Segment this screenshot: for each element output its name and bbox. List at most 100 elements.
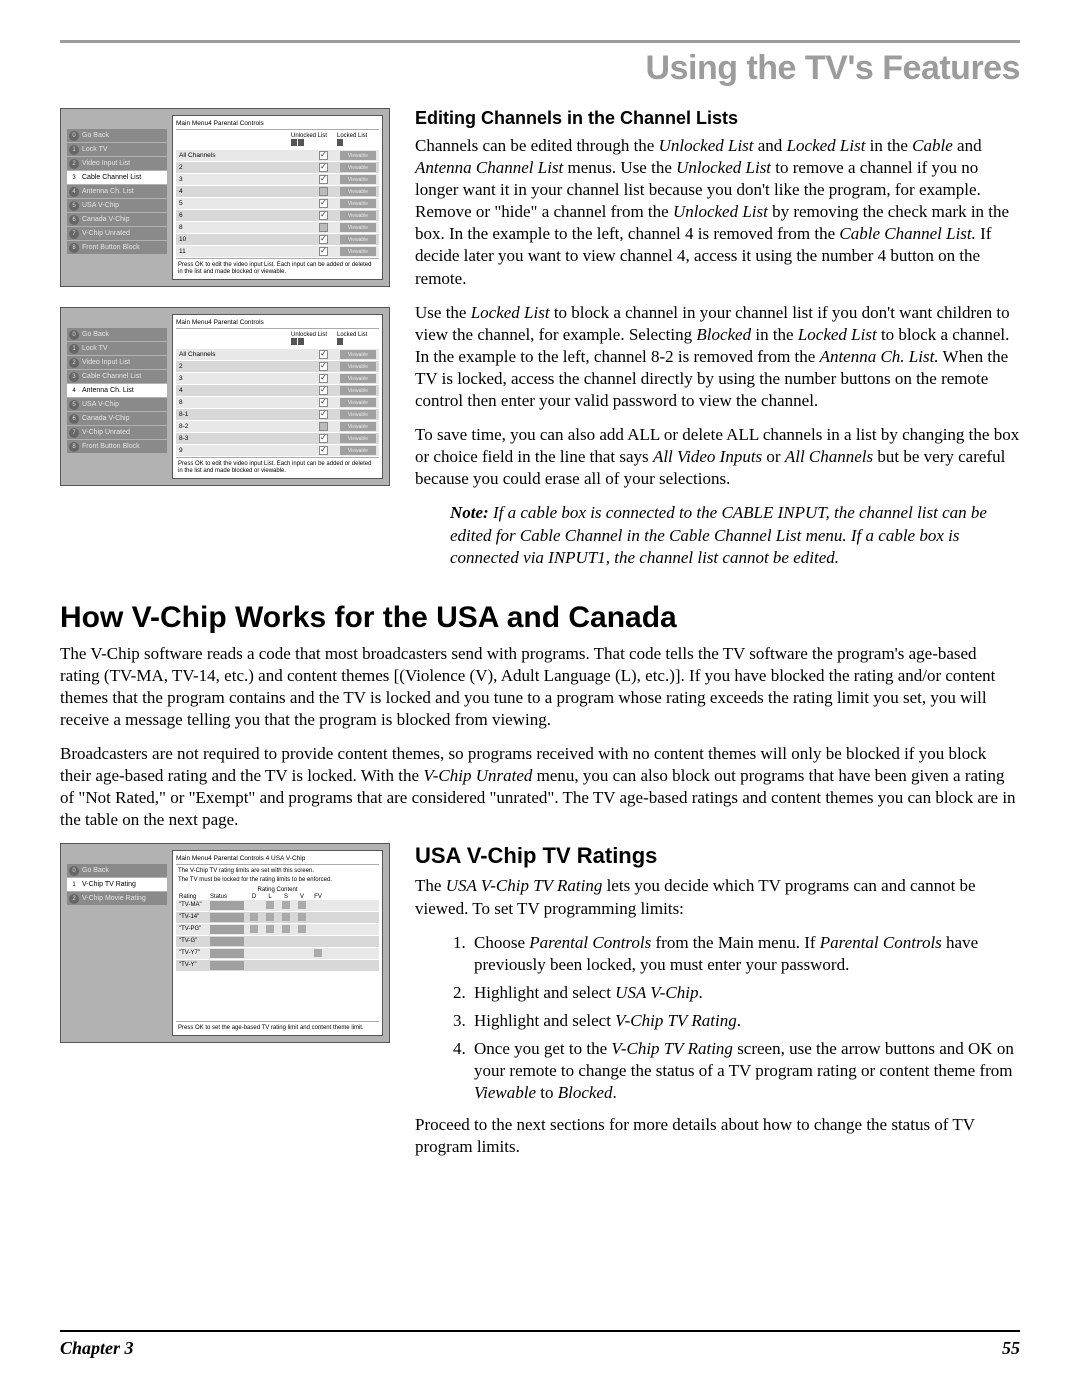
- checkbox-icon[interactable]: [282, 925, 290, 933]
- status-badge: Viewable: [340, 163, 376, 172]
- channel-row: 6Viewable: [176, 210, 379, 221]
- menu-nav-item[interactable]: 8Front Button Block: [67, 440, 167, 453]
- channel-row: 10Viewable: [176, 234, 379, 245]
- checkbox-icon[interactable]: [282, 913, 290, 921]
- checkbox-icon[interactable]: [319, 362, 328, 371]
- menu-nav-item[interactable]: 1Lock TV: [67, 143, 167, 156]
- checkbox-icon[interactable]: [266, 913, 274, 921]
- figure-cable-channel-list: 0Go Back1Lock TV2Video Input List3Cable …: [60, 108, 390, 287]
- menu-nav-item[interactable]: 2Video Input List: [67, 157, 167, 170]
- status-badge: Viewable: [340, 235, 376, 244]
- checkbox-icon[interactable]: [266, 901, 274, 909]
- checkbox-icon[interactable]: [319, 175, 328, 184]
- checkbox-icon[interactable]: [319, 163, 328, 172]
- figure-usa-vchip: 0Go Back1V-Chip TV Rating2V-Chip Movie R…: [60, 843, 390, 1043]
- status-badge: Viewable: [340, 374, 376, 383]
- step-item: Choose Parental Controls from the Main m…: [470, 932, 1020, 976]
- checkbox-icon[interactable]: [319, 151, 328, 160]
- menu-nav-item[interactable]: 4Antenna Ch. List: [67, 384, 167, 397]
- checkbox-icon[interactable]: [319, 410, 328, 419]
- checkbox-icon[interactable]: [319, 386, 328, 395]
- checkbox-icon[interactable]: [319, 223, 328, 232]
- menu-nav-item[interactable]: 0Go Back: [67, 328, 167, 341]
- panel-note: Press OK to set the age-based TV rating …: [176, 1021, 379, 1033]
- panel-sub: The TV must be locked for the rating lim…: [176, 876, 379, 885]
- para: To save time, you can also add ALL or de…: [415, 424, 1020, 490]
- menu-nav-item[interactable]: 6Canada V-Chip: [67, 213, 167, 226]
- menu-nav-item[interactable]: 8Front Button Block: [67, 241, 167, 254]
- checkbox-icon[interactable]: [250, 925, 258, 933]
- status-badge: Viewable: [340, 211, 376, 220]
- status-badge: Viewable: [340, 247, 376, 256]
- menu-nav-item[interactable]: 4Antenna Ch. List: [67, 185, 167, 198]
- page-header: Using the TV's Features: [60, 49, 1020, 88]
- checkbox-icon[interactable]: [319, 422, 328, 431]
- step-item: Once you get to the V-Chip TV Rating scr…: [470, 1038, 1020, 1104]
- heading-usa-vchip-ratings: USA V-Chip TV Ratings: [415, 843, 1020, 869]
- menu-nav-item[interactable]: 2V-Chip Movie Rating: [67, 892, 167, 905]
- note: Note: If a cable box is connected to the…: [450, 502, 1020, 568]
- checkbox-icon[interactable]: [298, 913, 306, 921]
- page-number: 55: [1002, 1338, 1020, 1359]
- channel-row: 8-2Viewable: [176, 421, 379, 432]
- channel-row: 4Viewable: [176, 385, 379, 396]
- status-badge: Viewable: [340, 187, 376, 196]
- channel-row: 8Viewable: [176, 397, 379, 408]
- menu-nav-item[interactable]: 0Go Back: [67, 129, 167, 142]
- menu-nav-item[interactable]: 5USA V-Chip: [67, 398, 167, 411]
- menu-nav-item[interactable]: 1V-Chip TV Rating: [67, 878, 167, 891]
- menu-nav-item[interactable]: 7V-Chip Unrated: [67, 227, 167, 240]
- checkbox-icon[interactable]: [250, 913, 258, 921]
- menu-nav-item[interactable]: 3Cable Channel List: [67, 171, 167, 184]
- status-badge: Viewable: [340, 410, 376, 419]
- status-badge: Viewable: [340, 350, 376, 359]
- para: The V-Chip software reads a code that mo…: [60, 643, 1020, 731]
- figure-antenna-channel-list: 0Go Back1Lock TV2Video Input List3Cable …: [60, 307, 390, 486]
- menu-nav-item[interactable]: 6Canada V-Chip: [67, 412, 167, 425]
- para: Channels can be edited through the Unloc…: [415, 135, 1020, 290]
- menu-nav-item[interactable]: 2Video Input List: [67, 356, 167, 369]
- channel-row: 11Viewable: [176, 246, 379, 257]
- checkbox-icon[interactable]: [319, 199, 328, 208]
- checkbox-icon[interactable]: [319, 374, 328, 383]
- checkbox-icon[interactable]: [319, 235, 328, 244]
- menu-nav-item[interactable]: 7V-Chip Unrated: [67, 426, 167, 439]
- checkbox-icon[interactable]: [319, 350, 328, 359]
- checkbox-icon[interactable]: [266, 925, 274, 933]
- status-badge: [210, 961, 244, 970]
- menu-nav-item[interactable]: 1Lock TV: [67, 342, 167, 355]
- menu-nav-item[interactable]: 3Cable Channel List: [67, 370, 167, 383]
- panel-note: Press OK to edit the video input List. E…: [176, 258, 379, 276]
- checkbox-icon[interactable]: [319, 434, 328, 443]
- checkbox-icon[interactable]: [319, 211, 328, 220]
- status-badge: [210, 913, 244, 922]
- rating-row: "TV-G": [176, 936, 379, 947]
- status-badge: [210, 925, 244, 934]
- panel-note: Press OK to edit the video input List. E…: [176, 457, 379, 475]
- rating-row: "TV-Y": [176, 960, 379, 971]
- para: Proceed to the next sections for more de…: [415, 1114, 1020, 1158]
- channel-row: 2Viewable: [176, 162, 379, 173]
- checkbox-icon[interactable]: [314, 949, 322, 957]
- channel-row: 3Viewable: [176, 373, 379, 384]
- top-rule: [60, 40, 1020, 43]
- rating-row: "TV-14": [176, 912, 379, 923]
- checkbox-icon[interactable]: [298, 901, 306, 909]
- checkbox-icon[interactable]: [319, 398, 328, 407]
- channel-row: 3Viewable: [176, 174, 379, 185]
- channel-row: 9Viewable: [176, 445, 379, 456]
- checkbox-icon[interactable]: [319, 187, 328, 196]
- checkbox-icon[interactable]: [282, 901, 290, 909]
- channel-row: 8-1Viewable: [176, 409, 379, 420]
- heading-vchip-works: How V-Chip Works for the USA and Canada: [60, 601, 1020, 635]
- checkbox-icon[interactable]: [298, 925, 306, 933]
- channel-row: All ChannelsViewable: [176, 150, 379, 161]
- step-item: Highlight and select V-Chip TV Rating.: [470, 1010, 1020, 1032]
- para: Use the Locked List to block a channel i…: [415, 302, 1020, 412]
- rating-content-label: Rating Content: [176, 885, 379, 894]
- menu-nav-item[interactable]: 0Go Back: [67, 864, 167, 877]
- checkbox-icon[interactable]: [319, 446, 328, 455]
- menu-nav-item[interactable]: 5USA V-Chip: [67, 199, 167, 212]
- checkbox-icon[interactable]: [319, 247, 328, 256]
- status-badge: Viewable: [340, 199, 376, 208]
